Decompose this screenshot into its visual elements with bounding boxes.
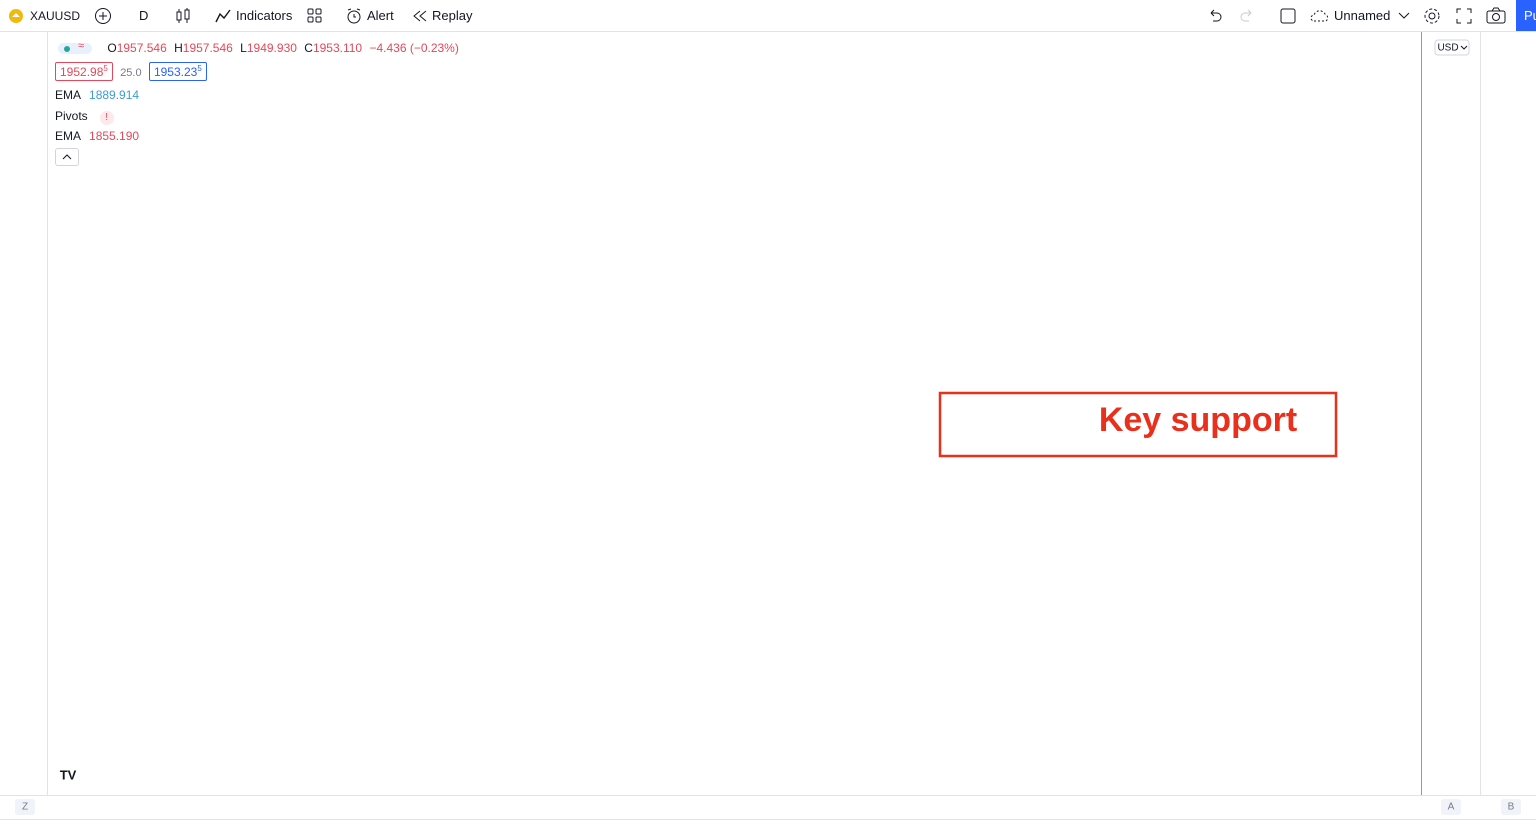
publish-button[interactable]: Pu xyxy=(1516,0,1536,31)
alert-button[interactable]: Alert xyxy=(345,0,394,31)
chevron-icon xyxy=(1399,12,1410,19)
undo-button[interactable] xyxy=(1207,0,1223,31)
candles-icon xyxy=(176,7,190,23)
indicators-button[interactable]: Indicators xyxy=(214,0,292,31)
plus-icon xyxy=(95,7,111,24)
indicators-label: Indicators xyxy=(236,8,293,23)
close-value: 1953.110 xyxy=(312,41,363,55)
scale-button-label: Z xyxy=(22,802,28,813)
currency-button[interactable] xyxy=(1434,39,1470,56)
spread: 25.0 xyxy=(120,67,142,79)
collapse-legend-button[interactable] xyxy=(55,148,79,166)
annotation-text[interactable]: Key support xyxy=(1099,401,1297,439)
replay-button[interactable]: Replay xyxy=(412,0,472,31)
open-value: 1957.546 xyxy=(116,41,167,55)
alert-label: Alert xyxy=(367,8,394,23)
symbol-icon xyxy=(9,8,23,23)
chart-background xyxy=(0,32,1536,820)
indicator-legend[interactable]: EMA 1889.914 xyxy=(55,88,139,102)
data-status: ≈ xyxy=(78,40,85,53)
layout-name: Unnamed xyxy=(1334,8,1391,23)
settings-button[interactable] xyxy=(1423,0,1441,31)
grid-icon xyxy=(307,8,322,22)
indicator-name: EMA xyxy=(55,129,82,143)
bid-ask: 1952.985 25.0 1953.235 xyxy=(55,62,207,81)
market-status xyxy=(64,46,70,53)
bid-button[interactable]: 1952.985 xyxy=(55,62,113,81)
fullscreen-button[interactable] xyxy=(1455,0,1473,31)
logo: TV xyxy=(60,767,77,782)
ask-pip: 5 xyxy=(197,64,202,73)
currency: USD xyxy=(1437,43,1458,54)
annotation-box[interactable] xyxy=(938,391,1338,458)
square-icon xyxy=(1280,8,1296,23)
scale-button[interactable] xyxy=(15,799,35,815)
scale-button[interactable] xyxy=(1441,799,1461,815)
ask-price: 1953.23 xyxy=(153,65,198,79)
ask-button[interactable]: 1953.235 xyxy=(148,62,207,81)
bid-pip: 5 xyxy=(103,64,108,73)
symbol: XAUUSD xyxy=(30,8,81,23)
indicator-value: 1889.914 xyxy=(89,88,140,102)
toolbar xyxy=(0,0,1536,32)
camera-icon xyxy=(1486,7,1506,23)
interval-button[interactable]: D xyxy=(139,0,148,31)
symbol-button[interactable]: XAUUSD xyxy=(8,0,80,31)
change-value: −4.436 (−0.23%) xyxy=(369,41,459,55)
templates-button[interactable] xyxy=(307,0,323,31)
logo-box xyxy=(57,766,81,786)
gear-icon xyxy=(1424,8,1440,23)
compare-button[interactable] xyxy=(94,0,112,31)
low-value: 1949.930 xyxy=(246,41,297,55)
open-label: O xyxy=(107,41,117,55)
high-value: 1957.546 xyxy=(182,41,233,55)
undo-icon xyxy=(1210,9,1222,21)
status-icons: ≈ xyxy=(58,40,92,55)
collapse-icon xyxy=(62,154,72,160)
currency-chevron xyxy=(1460,45,1468,50)
layout-name-button[interactable]: Unnamed xyxy=(1309,0,1412,31)
indicators-icon xyxy=(215,9,231,22)
ohlc-legend: ≈ O1957.546 H1957.546 L1949.930 C1953.11… xyxy=(58,40,459,55)
warning-icon: ! xyxy=(99,111,114,125)
bid-price: 1952.98 xyxy=(60,65,104,79)
replay-label: Replay xyxy=(432,8,473,23)
alert-icon xyxy=(347,8,361,23)
layout-select-button[interactable] xyxy=(1279,0,1297,31)
indicator-value: 1855.190 xyxy=(89,129,140,143)
indicator-name: EMA xyxy=(55,88,82,102)
high-label: H xyxy=(174,41,183,55)
interval: D xyxy=(139,8,149,23)
fullscreen-icon xyxy=(1456,8,1472,23)
chart-type-button[interactable] xyxy=(175,0,191,31)
close-label: C xyxy=(304,41,313,55)
indicator-legend[interactable]: EMA 1855.190 xyxy=(55,129,139,143)
indicator-legend[interactable]: Pivots! xyxy=(55,109,114,125)
redo-button[interactable] xyxy=(1239,0,1255,31)
indicator-name: Pivots xyxy=(55,109,88,123)
scale-button[interactable] xyxy=(1501,799,1521,815)
redo-icon xyxy=(1240,9,1252,21)
scale-button-label: A xyxy=(1448,802,1455,813)
scale-button-label: B xyxy=(1508,802,1515,813)
snapshot-button[interactable] xyxy=(1486,0,1506,31)
low-label: L xyxy=(240,41,247,55)
publish-label: Pu xyxy=(1524,8,1536,23)
replay-icon xyxy=(413,10,427,21)
